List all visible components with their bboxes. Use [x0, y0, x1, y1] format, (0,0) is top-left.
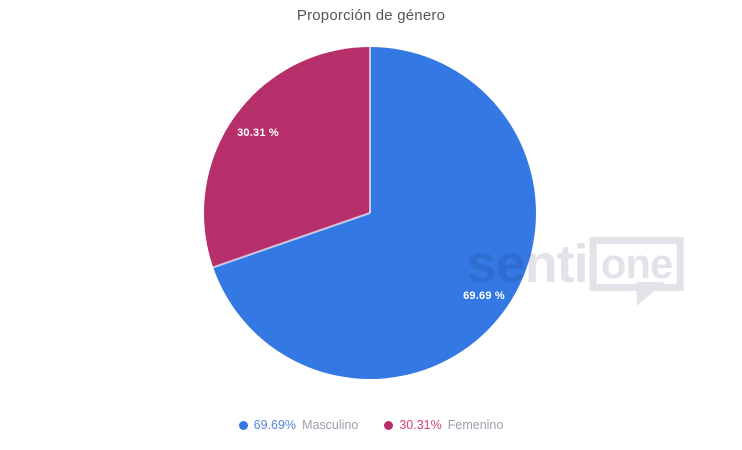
- slice-label-masculino: 69.69 %: [463, 290, 505, 302]
- watermark-bubble-tail: [636, 282, 665, 306]
- legend-dot-masculino: [238, 420, 248, 430]
- legend-label-femenino: Femenino: [447, 418, 504, 432]
- legend-label-masculino: Masculino: [302, 418, 359, 432]
- legend-item-masculino[interactable]: 69.69% Masculino: [238, 418, 359, 432]
- watermark-text-one: one: [600, 240, 674, 287]
- legend-value-masculino: 69.69%: [253, 418, 297, 432]
- chart-title: Proporción de género: [296, 7, 446, 24]
- watermark-bubble-one: one: [589, 237, 684, 306]
- legend-value-femenino: 30.31%: [399, 418, 442, 432]
- pie-chart[interactable]: 30.31 % 69.69 % senti one: [204, 47, 684, 379]
- slice-label-femenino: 30.31 %: [237, 127, 279, 139]
- legend-dot-femenino: [384, 420, 394, 430]
- slice-divider-top: [369, 47, 371, 213]
- sentione-watermark: senti one: [466, 234, 684, 306]
- legend-item-femenino[interactable]: 30.31% Femenino: [384, 418, 503, 432]
- watermark-text-senti: senti: [466, 234, 589, 294]
- slice-divider-bottom-left: [212, 212, 371, 269]
- legend: 69.69% Masculino 30.31% Femenino: [0, 418, 742, 432]
